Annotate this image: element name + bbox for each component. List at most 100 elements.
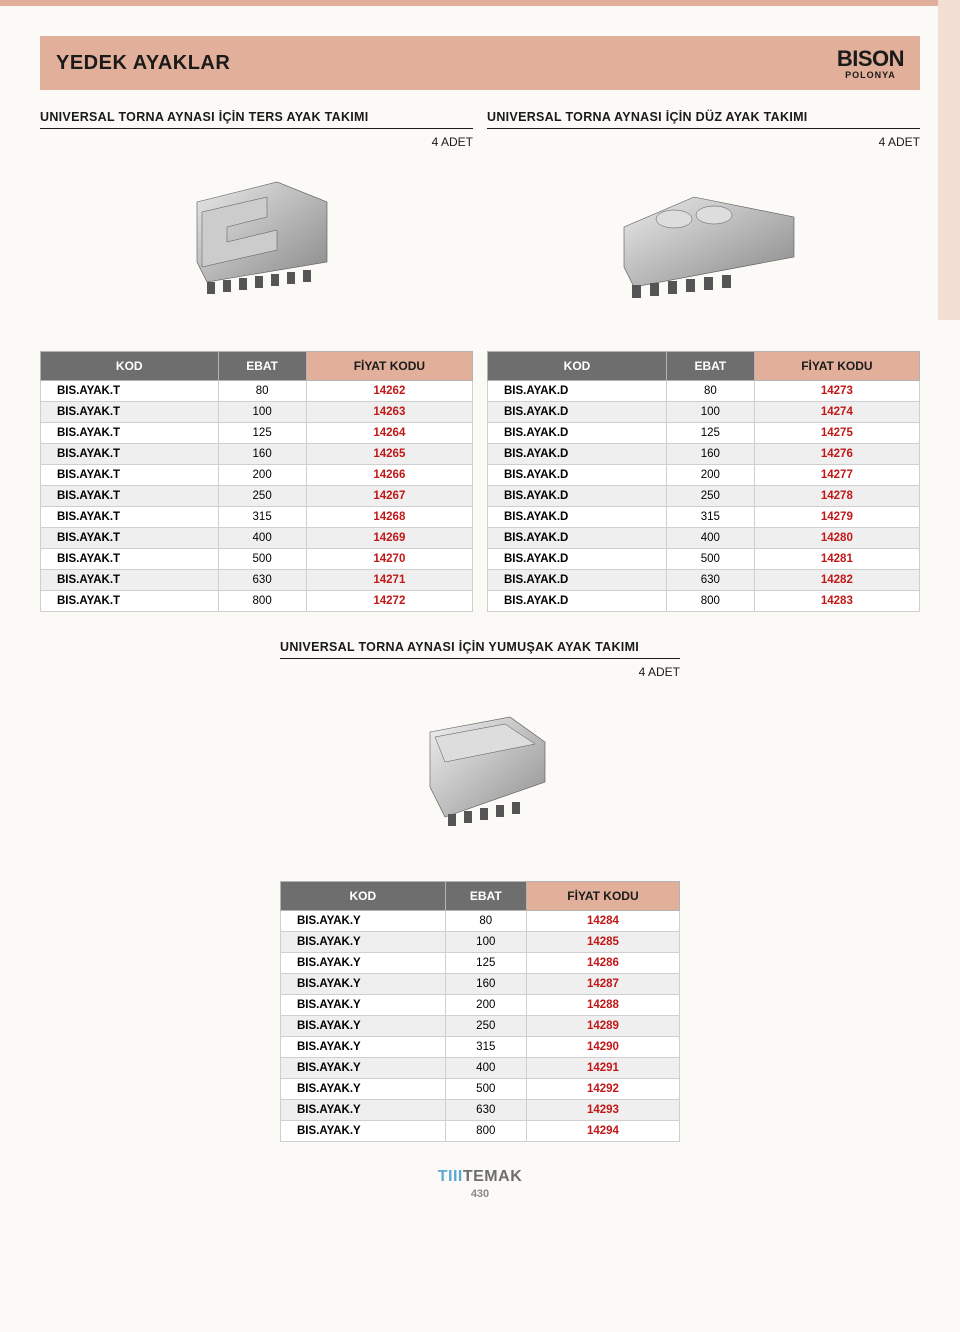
cell-kod: BIS.AYAK.D <box>488 591 667 612</box>
cell-kod: BIS.AYAK.Y <box>281 932 446 953</box>
cell-kod: BIS.AYAK.T <box>41 549 219 570</box>
cell-ebat: 100 <box>218 402 306 423</box>
cell-ebat: 315 <box>445 1037 526 1058</box>
cell-kod: BIS.AYAK.Y <box>281 1100 446 1121</box>
table-row: BIS.AYAK.T8014262 <box>41 381 473 402</box>
page-title: YEDEK AYAKLAR <box>56 52 230 75</box>
cell-kod: BIS.AYAK.T <box>41 402 219 423</box>
cell-ebat: 80 <box>445 911 526 932</box>
th-ebat: EBAT <box>445 882 526 911</box>
cell-ebat: 630 <box>218 570 306 591</box>
table-row: BIS.AYAK.T80014272 <box>41 591 473 612</box>
qty-right: 4 ADET <box>487 135 920 149</box>
section-title-right: UNIVERSAL TORNA AYNASI İÇİN DÜZ AYAK TAK… <box>487 110 920 129</box>
table-row: BIS.AYAK.D50014281 <box>488 549 920 570</box>
table-row: BIS.AYAK.T40014269 <box>41 528 473 549</box>
table-row: BIS.AYAK.Y16014287 <box>281 974 680 995</box>
table-row: BIS.AYAK.T31514268 <box>41 507 473 528</box>
cell-ebat: 80 <box>666 381 754 402</box>
cell-fiyat: 14277 <box>754 465 919 486</box>
cell-kod: BIS.AYAK.Y <box>281 911 446 932</box>
table-row: BIS.AYAK.D16014276 <box>488 444 920 465</box>
cell-fiyat: 14268 <box>306 507 472 528</box>
cell-fiyat: 14276 <box>754 444 919 465</box>
table-bottom: KOD EBAT FİYAT KODU BIS.AYAK.Y8014284BIS… <box>280 881 680 1142</box>
cell-fiyat: 14267 <box>306 486 472 507</box>
table-header-row: KOD EBAT FİYAT KODU <box>41 352 473 381</box>
table-row: BIS.AYAK.Y8014284 <box>281 911 680 932</box>
table-row: BIS.AYAK.T20014266 <box>41 465 473 486</box>
cell-kod: BIS.AYAK.T <box>41 486 219 507</box>
cell-ebat: 315 <box>218 507 306 528</box>
cell-kod: BIS.AYAK.Y <box>281 1079 446 1100</box>
cell-fiyat: 14275 <box>754 423 919 444</box>
cell-kod: BIS.AYAK.T <box>41 444 219 465</box>
table-row: BIS.AYAK.T25014267 <box>41 486 473 507</box>
cell-ebat: 100 <box>445 932 526 953</box>
two-column-row: UNIVERSAL TORNA AYNASI İÇİN TERS AYAK TA… <box>40 110 920 612</box>
cell-fiyat: 14293 <box>526 1100 679 1121</box>
jaw-soft-icon <box>390 702 570 852</box>
cell-fiyat: 14287 <box>526 974 679 995</box>
cell-ebat: 160 <box>218 444 306 465</box>
footer-brand-prefix: TIII <box>438 1168 463 1185</box>
th-fiyat: FİYAT KODU <box>754 352 919 381</box>
table-row: BIS.AYAK.D40014280 <box>488 528 920 549</box>
cell-ebat: 315 <box>666 507 754 528</box>
product-image-right <box>487 157 920 337</box>
table-header-row: KOD EBAT FİYAT KODU <box>281 882 680 911</box>
table-row: BIS.AYAK.T12514264 <box>41 423 473 444</box>
table-row: BIS.AYAK.D31514279 <box>488 507 920 528</box>
cell-fiyat: 14262 <box>306 381 472 402</box>
cell-kod: BIS.AYAK.D <box>488 465 667 486</box>
cell-fiyat: 14282 <box>754 570 919 591</box>
table-row: BIS.AYAK.Y63014293 <box>281 1100 680 1121</box>
cell-kod: BIS.AYAK.Y <box>281 974 446 995</box>
cell-kod: BIS.AYAK.Y <box>281 1121 446 1142</box>
table-header-row: KOD EBAT FİYAT KODU <box>488 352 920 381</box>
cell-ebat: 200 <box>445 995 526 1016</box>
cell-kod: BIS.AYAK.D <box>488 570 667 591</box>
cell-fiyat: 14272 <box>306 591 472 612</box>
table-left: KOD EBAT FİYAT KODU BIS.AYAK.T8014262BIS… <box>40 351 473 612</box>
footer: TIIITEMAK 430 <box>40 1168 920 1200</box>
cell-ebat: 250 <box>445 1016 526 1037</box>
product-image-left <box>40 157 473 337</box>
cell-ebat: 125 <box>666 423 754 444</box>
cell-fiyat: 14273 <box>754 381 919 402</box>
th-kod: KOD <box>488 352 667 381</box>
th-fiyat: FİYAT KODU <box>306 352 472 381</box>
cell-fiyat: 14290 <box>526 1037 679 1058</box>
brand-country: POLONYA <box>837 70 904 80</box>
cell-ebat: 125 <box>445 953 526 974</box>
cell-fiyat: 14265 <box>306 444 472 465</box>
cell-kod: BIS.AYAK.D <box>488 381 667 402</box>
cell-fiyat: 14264 <box>306 423 472 444</box>
cell-kod: BIS.AYAK.Y <box>281 1016 446 1037</box>
table-row: BIS.AYAK.D80014283 <box>488 591 920 612</box>
cell-kod: BIS.AYAK.Y <box>281 1037 446 1058</box>
cell-fiyat: 14288 <box>526 995 679 1016</box>
cell-kod: BIS.AYAK.D <box>488 507 667 528</box>
cell-kod: BIS.AYAK.D <box>488 402 667 423</box>
cell-ebat: 125 <box>218 423 306 444</box>
cell-ebat: 630 <box>445 1100 526 1121</box>
cell-kod: BIS.AYAK.Y <box>281 953 446 974</box>
cell-kod: BIS.AYAK.T <box>41 423 219 444</box>
section-title-bottom: UNIVERSAL TORNA AYNASI İÇİN YUMUŞAK AYAK… <box>280 640 680 659</box>
page-number: 430 <box>40 1188 920 1200</box>
cell-fiyat: 14294 <box>526 1121 679 1142</box>
cell-kod: BIS.AYAK.D <box>488 528 667 549</box>
cell-kod: BIS.AYAK.Y <box>281 1058 446 1079</box>
cell-ebat: 400 <box>666 528 754 549</box>
cell-fiyat: 14286 <box>526 953 679 974</box>
table-row: BIS.AYAK.T16014265 <box>41 444 473 465</box>
table-row: BIS.AYAK.D25014278 <box>488 486 920 507</box>
cell-fiyat: 14283 <box>754 591 919 612</box>
cell-ebat: 800 <box>666 591 754 612</box>
cell-ebat: 400 <box>445 1058 526 1079</box>
cell-ebat: 800 <box>218 591 306 612</box>
table-right: KOD EBAT FİYAT KODU BIS.AYAK.D8014273BIS… <box>487 351 920 612</box>
cell-fiyat: 14278 <box>754 486 919 507</box>
tbody-left: BIS.AYAK.T8014262BIS.AYAK.T10014263BIS.A… <box>41 381 473 612</box>
